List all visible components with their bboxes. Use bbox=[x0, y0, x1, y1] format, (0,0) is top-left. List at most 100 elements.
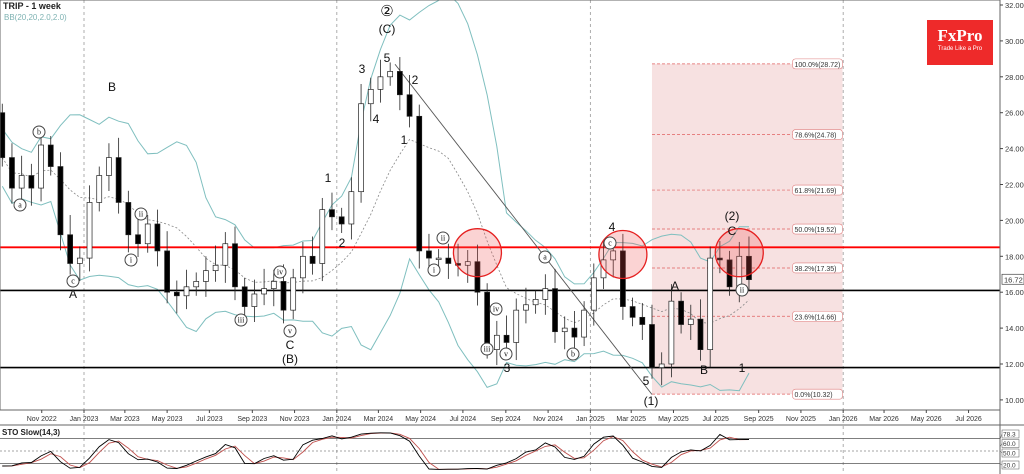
candle bbox=[329, 209, 335, 218]
y-tick-label: 14.00 bbox=[1005, 324, 1024, 333]
wave-label: a bbox=[538, 250, 552, 264]
x-tick-label: May 2024 bbox=[405, 416, 436, 423]
x-tick-label: Jul 2023 bbox=[196, 416, 223, 423]
fib-label-box bbox=[792, 262, 843, 274]
candle bbox=[561, 327, 568, 333]
x-tick-label: Jan 2025 bbox=[576, 416, 605, 423]
stochastic-level-pointer bbox=[999, 463, 1003, 466]
candle bbox=[687, 318, 694, 325]
candle bbox=[416, 115, 423, 252]
fxpro-logo: FxPro Trade Like a Pro bbox=[927, 20, 993, 65]
wave-label: b bbox=[566, 347, 580, 361]
candle bbox=[523, 304, 529, 311]
candle bbox=[377, 76, 384, 90]
current-price-box bbox=[1001, 273, 1024, 285]
price-panel-border bbox=[0, 0, 1001, 411]
x-tick-label: Jul 2025 bbox=[702, 416, 729, 423]
current-price-label: 16.72 bbox=[1004, 275, 1023, 284]
wave-label: iii bbox=[234, 313, 248, 327]
bollinger-upper bbox=[1, 0, 750, 285]
highlight-circle bbox=[714, 228, 764, 278]
x-tick-label: Nov 2023 bbox=[280, 416, 310, 423]
x-tick-label: Jul 2026 bbox=[955, 416, 982, 423]
candle bbox=[629, 306, 636, 318]
wave-label: 4 bbox=[372, 112, 380, 126]
fib-level-label: 38.2%(17.35) bbox=[794, 266, 836, 273]
candle bbox=[38, 144, 44, 189]
wave-label: i bbox=[124, 253, 138, 267]
y-tick-label: 10.00 bbox=[1005, 396, 1024, 405]
candle bbox=[552, 288, 558, 333]
candle bbox=[222, 243, 229, 266]
wave-label: iv bbox=[273, 265, 287, 279]
wave-label: 2 bbox=[338, 236, 346, 250]
wave-label: 5 bbox=[383, 51, 391, 65]
bollinger-middle bbox=[1, 138, 750, 324]
candle bbox=[697, 318, 704, 350]
wave-label: c bbox=[66, 274, 80, 288]
x-tick-label: Mar 2025 bbox=[616, 416, 646, 423]
candle bbox=[493, 334, 500, 350]
candle bbox=[300, 255, 306, 279]
x-tick-label: May 2023 bbox=[152, 416, 183, 423]
wave-label: A bbox=[68, 287, 78, 301]
candle bbox=[406, 94, 413, 117]
candle bbox=[212, 264, 219, 272]
wave-label: (C) bbox=[378, 22, 396, 36]
wave-label: (1) bbox=[643, 394, 659, 408]
x-tick-label: Mar 2024 bbox=[364, 416, 394, 423]
x-tick-label: Sep 2025 bbox=[744, 416, 774, 423]
wave-label: (B) bbox=[282, 352, 298, 366]
candle bbox=[445, 257, 452, 264]
fib-level-label: 78.6%(24.78) bbox=[794, 133, 836, 140]
wave-label: 2 bbox=[411, 73, 419, 87]
candle bbox=[183, 286, 190, 297]
stochastic-label: STO Slow(14,3) bbox=[2, 428, 61, 437]
stochastic-level-box bbox=[1001, 448, 1020, 458]
wave-label: A bbox=[670, 279, 680, 293]
fib-label-box bbox=[792, 184, 843, 196]
wave-label: iii bbox=[480, 342, 494, 356]
candle bbox=[203, 270, 209, 282]
fib-label-box bbox=[792, 129, 843, 140]
candle bbox=[610, 250, 617, 261]
candle bbox=[290, 277, 297, 311]
wave-label: ii bbox=[436, 231, 450, 245]
wave-label: ii bbox=[134, 207, 148, 221]
candle bbox=[513, 309, 520, 343]
x-tick-label: Nov 2025 bbox=[786, 416, 816, 423]
y-tick-label: 26.00 bbox=[1005, 109, 1024, 118]
candle bbox=[542, 288, 549, 300]
fib-level-label: 23.6%(14.66) bbox=[794, 314, 836, 321]
stochastic-level-label: 78.3 bbox=[1003, 432, 1016, 439]
candle bbox=[668, 300, 675, 365]
fib-label-box bbox=[792, 223, 843, 235]
candle bbox=[115, 157, 122, 203]
fib-level-label: 100.0%(28.72) bbox=[794, 62, 840, 69]
wave-label: B bbox=[107, 80, 117, 94]
candle bbox=[57, 166, 64, 236]
candle bbox=[435, 257, 442, 260]
candle bbox=[0, 112, 6, 158]
candle bbox=[164, 250, 170, 293]
candle bbox=[678, 300, 684, 325]
candle bbox=[571, 327, 578, 338]
y-tick-label: 22.00 bbox=[1005, 181, 1024, 190]
candle bbox=[387, 71, 394, 78]
stochastic-level-box bbox=[1001, 429, 1020, 439]
wave-label: C bbox=[285, 338, 295, 352]
fib-label-box bbox=[792, 388, 843, 400]
wave-label: 3 bbox=[358, 62, 366, 76]
x-tick-label: Sep 2024 bbox=[491, 416, 521, 423]
wave-label: 1 bbox=[324, 171, 332, 185]
x-tick-label: May 2026 bbox=[911, 416, 942, 423]
wave-label: ② bbox=[380, 3, 394, 20]
fib-label-box bbox=[792, 58, 843, 70]
x-tick-label: Mar 2026 bbox=[869, 416, 899, 423]
stochastic-level-pointer bbox=[999, 450, 1003, 454]
stochastic-k-line bbox=[2, 432, 750, 470]
chart-title: TRIP - 1 week bbox=[3, 1, 61, 11]
wave-label: v bbox=[283, 324, 297, 338]
stochastic-level-label: 50.0 bbox=[1003, 451, 1016, 458]
